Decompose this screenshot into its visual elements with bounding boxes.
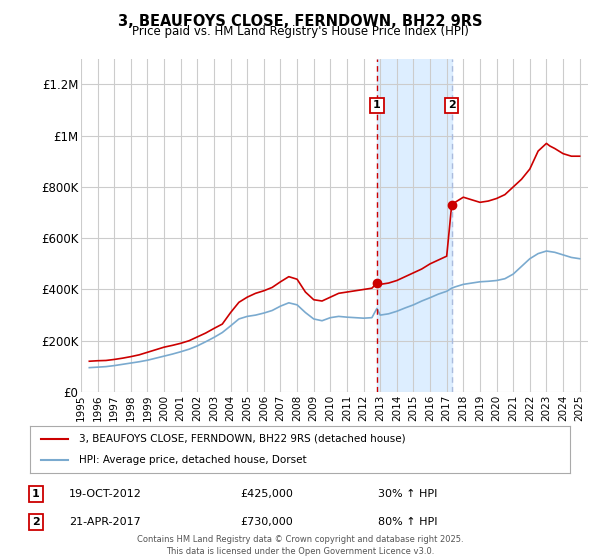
Text: 21-APR-2017: 21-APR-2017	[69, 517, 141, 527]
Bar	[377, 59, 452, 392]
Text: 1: 1	[32, 489, 40, 499]
Text: 30% ↑ HPI: 30% ↑ HPI	[378, 489, 437, 499]
Text: HPI: Average price, detached house, Dorset: HPI: Average price, detached house, Dors…	[79, 455, 306, 465]
Text: Contains HM Land Registry data © Crown copyright and database right 2025.
This d: Contains HM Land Registry data © Crown c…	[137, 535, 463, 556]
Text: £425,000: £425,000	[240, 489, 293, 499]
Text: £730,000: £730,000	[240, 517, 293, 527]
Text: 2: 2	[32, 517, 40, 527]
Text: 3, BEAUFOYS CLOSE, FERNDOWN, BH22 9RS: 3, BEAUFOYS CLOSE, FERNDOWN, BH22 9RS	[118, 14, 482, 29]
Text: 19-OCT-2012: 19-OCT-2012	[69, 489, 142, 499]
Text: 3, BEAUFOYS CLOSE, FERNDOWN, BH22 9RS (detached house): 3, BEAUFOYS CLOSE, FERNDOWN, BH22 9RS (d…	[79, 434, 405, 444]
Text: 80% ↑ HPI: 80% ↑ HPI	[378, 517, 437, 527]
Text: 1: 1	[373, 100, 381, 110]
Text: Price paid vs. HM Land Registry's House Price Index (HPI): Price paid vs. HM Land Registry's House …	[131, 25, 469, 38]
Text: 2: 2	[448, 100, 455, 110]
